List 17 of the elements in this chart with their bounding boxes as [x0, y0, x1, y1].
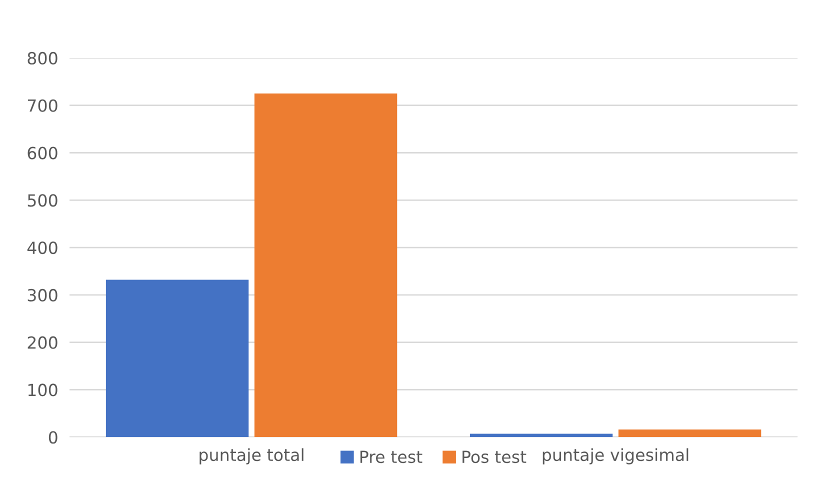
- y-tick-label: 100: [28, 384, 58, 396]
- bar: [106, 280, 249, 438]
- y-tick-label: 600: [28, 146, 58, 160]
- legend-label: Pos test: [462, 450, 526, 464]
- y-tick-label: 800: [28, 52, 58, 65]
- y-tick-label: 500: [28, 194, 58, 207]
- bar: [618, 430, 762, 438]
- y-tick-label: 200: [28, 336, 58, 349]
- legend-label: Pre test: [360, 450, 422, 464]
- y-tick-label: 0: [48, 431, 58, 444]
- x-tick-label: puntaje total: [200, 448, 304, 464]
- bar: [470, 434, 613, 438]
- x-tick-label: puntaje vigesimal: [542, 448, 688, 464]
- y-tick-label: 400: [27, 242, 58, 254]
- y-tick-label: 300: [28, 288, 58, 302]
- y-tick-label: 700: [28, 99, 58, 112]
- bar: [254, 94, 398, 438]
